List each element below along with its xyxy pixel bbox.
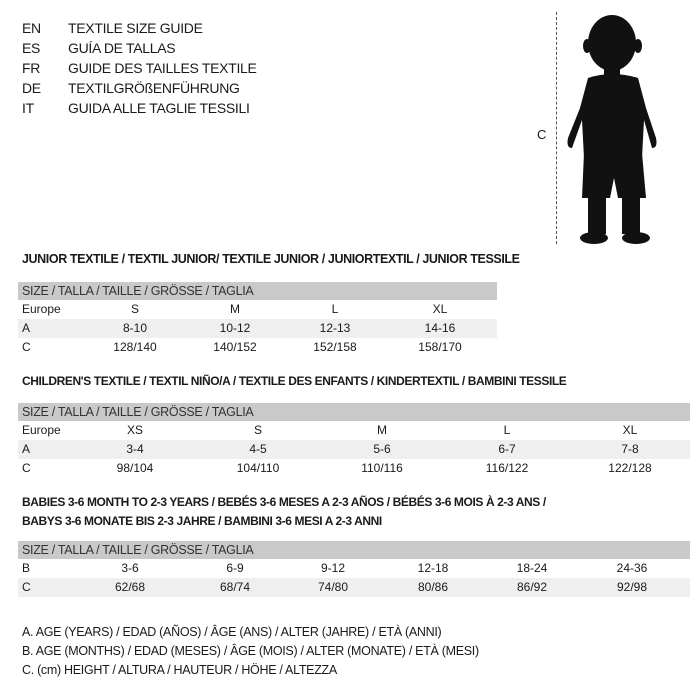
table-cell: 158/170 <box>418 340 462 354</box>
row-label: Europe <box>22 423 61 437</box>
table-cell: XL <box>432 302 448 316</box>
table-cell: L <box>331 302 339 316</box>
table-cell: 98/104 <box>116 461 154 475</box>
lang-text: TEXTILGRÖßENFÜHRUNG <box>68 80 240 96</box>
children-size-table: SIZE / TALLA / TAILLE / GRÖSSE / TAGLIA … <box>18 403 690 478</box>
babies-section-title-line2: BABYS 3-6 MONATE BIS 2-3 JAHRE / BAMBINI… <box>22 514 382 528</box>
legend-height: C. (cm) HEIGHT / ALTURA / HAUTEUR / HÖHE… <box>22 663 337 677</box>
table-cell: 110/116 <box>361 461 403 475</box>
table-cell: 9-12 <box>320 561 346 575</box>
table-cell: 10-12 <box>219 321 251 335</box>
table-header: SIZE / TALLA / TAILLE / GRÖSSE / TAGLIA <box>18 282 497 300</box>
junior-section-title: JUNIOR TEXTILE / TEXTIL JUNIOR/ TEXTILE … <box>22 252 520 266</box>
table-cell: XS <box>126 423 144 437</box>
table-cell: 4-5 <box>249 442 267 456</box>
table-cell: 122/128 <box>608 461 652 475</box>
row-label: B <box>22 561 31 575</box>
babies-size-table: SIZE / TALLA / TAILLE / GRÖSSE / TAGLIA … <box>18 541 690 597</box>
row-label: C <box>22 461 31 475</box>
lang-text: TEXTILE SIZE GUIDE <box>68 20 203 36</box>
table-cell: XL <box>622 423 638 437</box>
table-cell: S <box>130 302 140 316</box>
table-cell: 62/68 <box>114 580 146 594</box>
table-cell: 6-7 <box>498 442 516 456</box>
table-cell: 18-24 <box>516 561 548 575</box>
legend-age-years: A. AGE (YEARS) / EDAD (AÑOS) / ÂGE (ANS)… <box>22 625 442 639</box>
table-cell: 6-9 <box>226 561 244 575</box>
table-row: A 8-10 10-12 12-13 14-16 <box>18 319 497 338</box>
legend-age-months: B. AGE (MONTHS) / EDAD (MESES) / ÂGE (MO… <box>22 644 479 658</box>
table-cell: 116/122 <box>485 461 529 475</box>
table-row: Europe S M L XL <box>18 300 497 319</box>
table-cell: 128/140 <box>113 340 157 354</box>
table-cell: 3-6 <box>121 561 139 575</box>
row-label: Europe <box>22 302 61 316</box>
table-row: C 98/104 104/110 110/116 116/122 122/128 <box>18 459 690 478</box>
table-cell: 5-6 <box>373 442 391 456</box>
table-cell: 80/86 <box>417 580 449 594</box>
lang-code: EN <box>22 20 41 36</box>
table-cell: 140/152 <box>213 340 257 354</box>
table-cell: 24-36 <box>616 561 648 575</box>
table-cell: 12-13 <box>319 321 351 335</box>
table-cell: 152/158 <box>313 340 357 354</box>
table-cell: S <box>253 423 263 437</box>
table-cell: 7-8 <box>621 442 639 456</box>
lang-text: GUIDE DES TAILLES TEXTILE <box>68 60 257 76</box>
row-label: A <box>22 442 31 456</box>
row-label: C <box>22 340 31 354</box>
table-cell: L <box>503 423 511 437</box>
babies-section-title: BABIES 3-6 MONTH TO 2-3 YEARS / BEBÉS 3-… <box>22 495 546 509</box>
table-row: Europe XS S M L XL <box>18 421 690 440</box>
table-cell: 14-16 <box>424 321 456 335</box>
table-row: C 128/140 140/152 152/158 158/170 <box>18 338 497 357</box>
junior-size-table: SIZE / TALLA / TAILLE / GRÖSSE / TAGLIA … <box>18 282 497 357</box>
table-cell: 8-10 <box>122 321 148 335</box>
child-silhouette-icon <box>567 15 657 244</box>
table-cell: M <box>230 302 240 316</box>
row-label: A <box>22 321 31 335</box>
table-header: SIZE / TALLA / TAILLE / GRÖSSE / TAGLIA <box>18 541 690 559</box>
table-cell: 68/74 <box>219 580 251 594</box>
table-cell: 92/98 <box>616 580 648 594</box>
lang-text: GUIDA ALLE TAGLIE TESSILI <box>68 100 250 116</box>
height-measure-label: C <box>537 127 547 142</box>
height-measure-line <box>556 12 557 244</box>
lang-code: ES <box>22 40 41 56</box>
lang-code: FR <box>22 60 41 76</box>
table-cell: 12-18 <box>417 561 449 575</box>
table-header: SIZE / TALLA / TAILLE / GRÖSSE / TAGLIA <box>18 403 690 421</box>
lang-code: DE <box>22 80 41 96</box>
table-cell: 3-4 <box>126 442 144 456</box>
table-cell: 74/80 <box>317 580 349 594</box>
children-section-title: CHILDREN'S TEXTILE / TEXTIL NIÑO/A / TEX… <box>22 374 567 388</box>
row-label: C <box>22 580 31 594</box>
table-row: C 62/68 68/74 74/80 80/86 86/92 92/98 <box>18 578 690 597</box>
lang-text: GUÍA DE TALLAS <box>68 40 176 56</box>
table-cell: 104/110 <box>236 461 280 475</box>
table-row: A 3-4 4-5 5-6 6-7 7-8 <box>18 440 690 459</box>
lang-code: IT <box>22 100 34 116</box>
table-cell: 86/92 <box>516 580 548 594</box>
table-row: B 3-6 6-9 9-12 12-18 18-24 24-36 <box>18 559 690 578</box>
table-cell: M <box>377 423 387 437</box>
